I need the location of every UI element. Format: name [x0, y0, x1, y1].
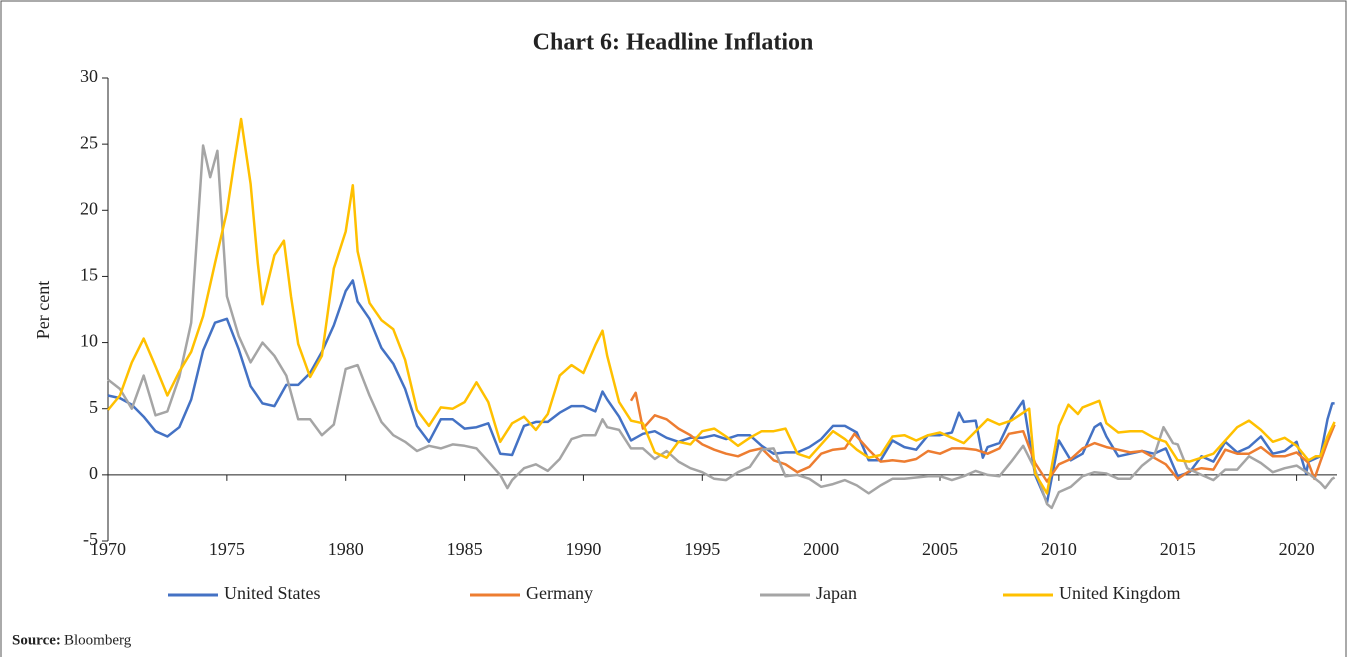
- y-tick-label: 5: [89, 397, 98, 417]
- series-line: [107, 144, 1336, 510]
- x-tick-label: 2015: [1160, 539, 1196, 559]
- x-tick-label: 2020: [1279, 539, 1315, 559]
- legend-label: Germany: [526, 583, 593, 603]
- series-line: [629, 391, 1336, 483]
- x-tick-label: 2005: [922, 539, 958, 559]
- x-tick-label: 1985: [447, 539, 483, 559]
- legend-label: Japan: [816, 583, 857, 603]
- source-label: Source:: [12, 632, 61, 648]
- y-tick-label: -5: [83, 529, 98, 549]
- y-tick-label: 20: [80, 198, 98, 218]
- y-tick-label: 10: [80, 331, 98, 351]
- source: Bloomberg: [64, 632, 132, 648]
- x-tick-label: 2000: [803, 539, 839, 559]
- y-axis-label: Per cent: [33, 281, 53, 339]
- y-tick-label: 30: [80, 66, 98, 86]
- x-tick-label: 2010: [1041, 539, 1077, 559]
- y-tick-label: 0: [89, 463, 98, 483]
- legend-label: United Kingdom: [1059, 583, 1181, 603]
- x-tick-label: 1995: [684, 539, 720, 559]
- series-line: [107, 117, 1336, 495]
- x-tick-label: 1980: [328, 539, 364, 559]
- x-tick-label: 1970: [90, 539, 126, 559]
- y-tick-label: 25: [80, 132, 98, 152]
- y-tick-label: 15: [80, 265, 98, 285]
- x-tick-label: 1975: [209, 539, 245, 559]
- series-line: [107, 279, 1335, 504]
- x-tick-label: 1990: [565, 539, 601, 559]
- chart-title: Chart 6: Headline Inflation: [533, 30, 814, 56]
- legend-label: United States: [224, 583, 321, 603]
